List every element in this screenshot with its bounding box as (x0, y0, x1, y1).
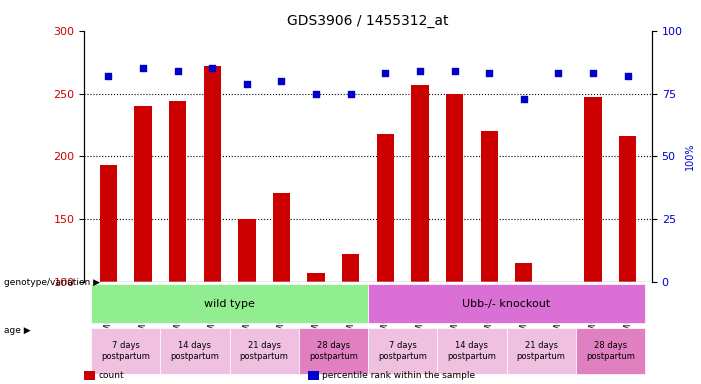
Point (449, 68, 460, 74)
Text: Ubb-/- knockout: Ubb-/- knockout (463, 299, 551, 309)
Bar (308, 273, 325, 282)
Text: percentile rank within the sample: percentile rank within the sample (322, 371, 475, 380)
Point (622, 73, 633, 79)
Text: 7 days
postpartum: 7 days postpartum (101, 341, 150, 361)
Point (518, 96, 529, 102)
Text: 21 days
postpartum: 21 days postpartum (240, 341, 289, 361)
Text: 21 days
postpartum: 21 days postpartum (517, 341, 566, 361)
FancyBboxPatch shape (229, 328, 299, 374)
Bar (273, 193, 290, 282)
Point (137, 65, 149, 71)
Point (276, 78, 287, 84)
Y-axis label: 100%: 100% (686, 142, 695, 170)
Text: 28 days
postpartum: 28 days postpartum (309, 341, 358, 361)
Text: wild type: wild type (204, 299, 255, 309)
Point (345, 91, 356, 97)
Point (241, 80, 252, 86)
Text: 14 days
postpartum: 14 days postpartum (447, 341, 496, 361)
Bar (169, 101, 186, 282)
Bar (376, 134, 394, 282)
FancyBboxPatch shape (368, 284, 645, 323)
Text: 14 days
postpartum: 14 days postpartum (170, 341, 219, 361)
FancyBboxPatch shape (368, 328, 437, 374)
FancyBboxPatch shape (507, 328, 576, 374)
Point (553, 70, 564, 76)
Point (103, 73, 114, 79)
Text: count: count (98, 371, 124, 380)
Point (207, 65, 218, 71)
Text: 28 days
postpartum: 28 days postpartum (586, 341, 635, 361)
FancyBboxPatch shape (576, 328, 645, 374)
Bar (585, 97, 601, 282)
Bar (238, 219, 255, 282)
FancyBboxPatch shape (91, 284, 368, 323)
Bar (203, 66, 221, 282)
Text: age ▶: age ▶ (4, 326, 30, 335)
Point (380, 70, 391, 76)
FancyBboxPatch shape (161, 328, 229, 374)
Bar (100, 165, 117, 282)
Point (484, 70, 495, 76)
Point (172, 68, 183, 74)
Point (587, 70, 599, 76)
Bar (481, 131, 498, 282)
Point (414, 68, 426, 74)
Bar (619, 136, 637, 282)
Bar (515, 263, 533, 282)
FancyBboxPatch shape (437, 328, 507, 374)
Text: genotype/variation ▶: genotype/variation ▶ (4, 278, 100, 287)
Text: 7 days
postpartum: 7 days postpartum (379, 341, 427, 361)
Bar (342, 255, 360, 282)
Point (311, 91, 322, 97)
FancyBboxPatch shape (91, 328, 161, 374)
Bar (446, 94, 463, 282)
FancyBboxPatch shape (299, 328, 368, 374)
Bar (135, 106, 151, 282)
Bar (411, 85, 428, 282)
Title: GDS3906 / 1455312_at: GDS3906 / 1455312_at (287, 14, 449, 28)
